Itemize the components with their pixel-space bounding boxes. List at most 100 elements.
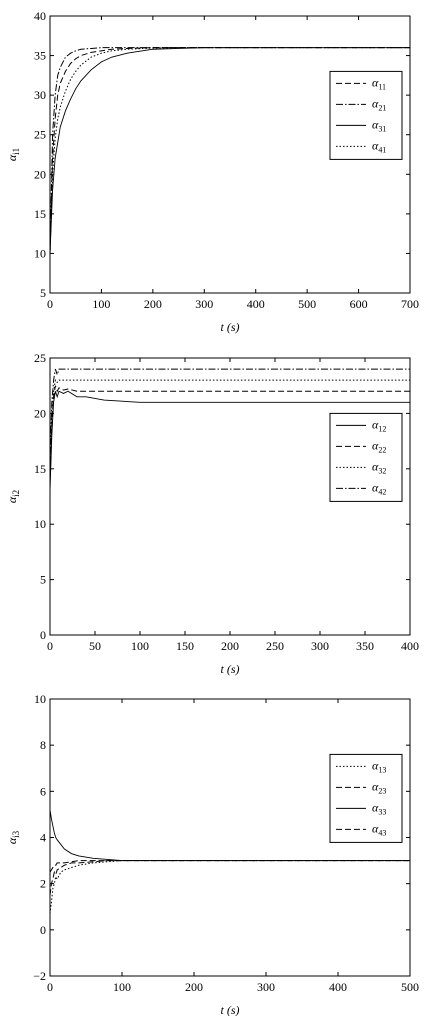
series-line xyxy=(49,47,410,254)
y-tick-label: 8 xyxy=(40,738,46,752)
x-axis-label-text: t (s) xyxy=(221,320,240,334)
y-tick-label: 6 xyxy=(40,784,46,798)
legend-label: α42 xyxy=(372,480,386,496)
y-axis-label: αi1 xyxy=(5,148,21,161)
legend-label-subscript: 42 xyxy=(378,487,386,496)
x-tick-label: 200 xyxy=(221,639,239,653)
series-line xyxy=(49,390,410,491)
plot-frame xyxy=(49,15,411,294)
y-tick-label: 20 xyxy=(34,167,46,181)
legend-label: α31 xyxy=(372,117,386,133)
y-axis-label-symbol: α xyxy=(5,154,19,161)
legend-label-subscript: 23 xyxy=(378,786,386,795)
legend-label-symbol: α xyxy=(372,438,379,452)
x-tick-label: 50 xyxy=(89,639,101,653)
series-line xyxy=(49,378,410,469)
y-tick-label: 10 xyxy=(34,246,46,260)
legend-label-symbol: α xyxy=(372,459,379,473)
legend-label-subscript: 11 xyxy=(378,82,386,91)
series-line xyxy=(49,860,410,914)
legend-label-subscript: 33 xyxy=(378,807,386,816)
legend-label: α11 xyxy=(372,75,386,91)
legend-box xyxy=(329,412,403,502)
x-axis-label: t (s) xyxy=(221,662,240,676)
legend-box xyxy=(329,753,403,843)
y-axis-label-subscript: i3 xyxy=(11,830,21,838)
y-tick-label: 4 xyxy=(40,831,46,845)
legend-label-symbol: α xyxy=(372,417,379,431)
legend-label-symbol: α xyxy=(372,480,379,494)
series-line xyxy=(49,47,410,254)
y-tick-label: 10 xyxy=(34,692,46,706)
x-tick-label: 250 xyxy=(266,639,284,653)
x-axis-label-text: t (s) xyxy=(221,662,240,676)
x-tick-label: 200 xyxy=(144,297,162,311)
y-tick-label: 25 xyxy=(34,351,46,365)
legend-label-subscript: 31 xyxy=(378,124,386,133)
x-tick-label: 100 xyxy=(92,297,110,311)
legend-label-subscript: 21 xyxy=(378,103,386,112)
y-tick-label: 15 xyxy=(34,207,46,221)
y-tick-label: 25 xyxy=(34,128,46,142)
legend-label-subscript: 12 xyxy=(378,424,386,433)
y-tick-label: 40 xyxy=(34,9,46,23)
x-tick-label: 0 xyxy=(47,297,53,311)
x-tick-label: 0 xyxy=(47,980,53,994)
x-tick-label: 300 xyxy=(195,297,213,311)
legend-label: α33 xyxy=(372,800,386,816)
legend-box xyxy=(329,70,403,160)
legend-label: α21 xyxy=(372,96,386,112)
y-axis-label: αi2 xyxy=(5,490,21,503)
y-axis-label-symbol: α xyxy=(5,496,19,503)
legend-label-subscript: 32 xyxy=(378,466,386,475)
y-tick-label: 20 xyxy=(34,406,46,420)
legend-label-subscript: 13 xyxy=(378,765,386,774)
series-line xyxy=(49,368,410,458)
x-axis-label: t (s) xyxy=(221,320,240,334)
legend-label-subscript: 22 xyxy=(378,445,386,454)
x-tick-label: 0 xyxy=(47,639,53,653)
x-tick-label: 150 xyxy=(176,639,194,653)
x-tick-label: 300 xyxy=(257,980,275,994)
legend-label-subscript: 41 xyxy=(378,145,386,154)
legend-label-symbol: α xyxy=(372,96,379,110)
series-line xyxy=(49,385,410,480)
x-tick-label: 100 xyxy=(131,639,149,653)
y-tick-label: 5 xyxy=(40,573,46,587)
x-tick-label: 200 xyxy=(185,980,203,994)
x-tick-label: 600 xyxy=(350,297,368,311)
x-tick-label: 100 xyxy=(113,980,131,994)
legend-label: α13 xyxy=(372,758,386,774)
legend-label: α23 xyxy=(372,779,386,795)
legend-label-symbol: α xyxy=(372,117,379,131)
y-tick-label: 10 xyxy=(34,517,46,531)
legend-label: α32 xyxy=(372,459,386,475)
y-tick-label: 15 xyxy=(34,462,46,476)
series-line xyxy=(49,860,410,873)
y-tick-label: 2 xyxy=(40,877,46,891)
y-axis-label-subscript: i1 xyxy=(11,148,21,155)
x-tick-label: 500 xyxy=(401,980,419,994)
legend-label: α41 xyxy=(372,138,386,154)
y-tick-label: 0 xyxy=(40,923,46,937)
series-line xyxy=(49,809,410,862)
legend-label-subscript: 43 xyxy=(378,828,386,837)
x-axis-label-text: t (s) xyxy=(221,1003,240,1016)
legend-label: α22 xyxy=(372,438,386,454)
y-axis-label-subscript: i2 xyxy=(11,490,21,497)
x-tick-label: 400 xyxy=(401,639,419,653)
legend-label-symbol: α xyxy=(372,138,379,152)
series-line xyxy=(49,860,410,896)
legend-label-symbol: α xyxy=(372,758,379,772)
x-tick-label: 400 xyxy=(247,297,265,311)
legend-label: α43 xyxy=(372,821,386,837)
legend-label-symbol: α xyxy=(372,779,379,793)
x-tick-label: 400 xyxy=(329,980,347,994)
legend-label: α12 xyxy=(372,417,386,433)
legend-label-symbol: α xyxy=(372,821,379,835)
y-tick-label: 5 xyxy=(40,286,46,300)
